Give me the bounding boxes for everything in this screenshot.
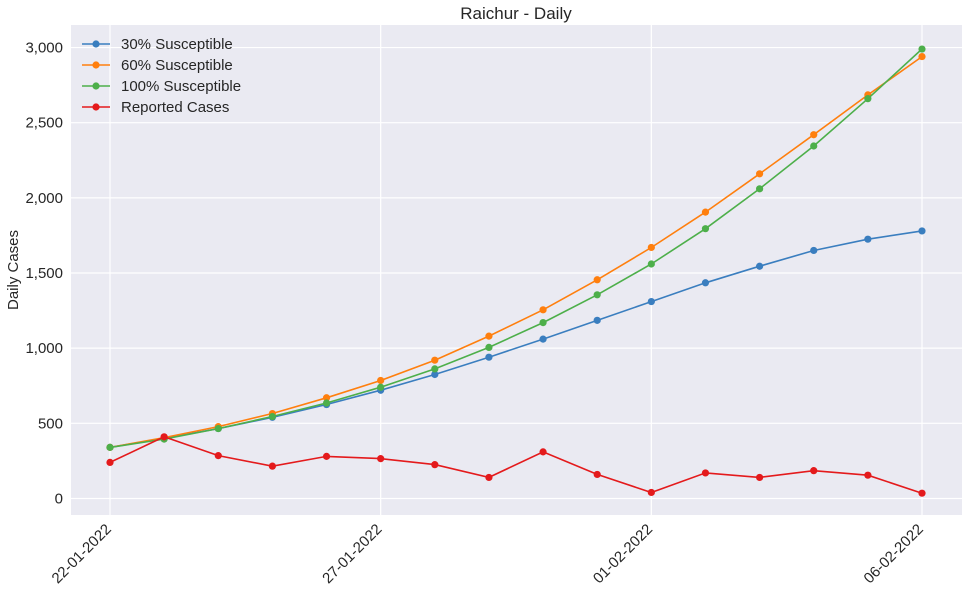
data-point	[593, 276, 601, 284]
y-tick-label: 2,500	[25, 115, 63, 132]
data-point	[701, 279, 710, 287]
data-point	[593, 470, 601, 479]
x-axis-ticks: 22-01-2022 27-01-2022 01-02-2022 06-02-2022	[49, 521, 927, 587]
data-point	[810, 467, 818, 475]
legend-label: 60% Susceptible	[121, 57, 233, 74]
series-lines	[106, 45, 926, 497]
data-point	[539, 319, 547, 327]
data-point	[377, 383, 385, 391]
chart-title: Raichur - Daily	[460, 4, 572, 23]
legend-item: Reported Cases	[82, 99, 229, 116]
x-tick-label: 06-02-2022	[861, 521, 927, 587]
data-point	[918, 227, 926, 235]
data-point	[485, 353, 493, 361]
data-point	[377, 376, 385, 385]
data-point	[539, 306, 547, 314]
legend: 30% Susceptible 60% Susceptible 100% Susce…	[82, 36, 241, 116]
series-100-susceptible	[106, 45, 926, 451]
y-tick-label: 1,500	[25, 265, 63, 282]
data-point	[106, 443, 114, 451]
x-tick-label: 22-01-2022	[49, 521, 115, 587]
x-tick-label: 27-01-2022	[319, 521, 385, 587]
data-point	[756, 185, 764, 193]
data-point	[647, 488, 655, 497]
legend-label: 100% Susceptible	[121, 78, 241, 95]
legend-label: 30% Susceptible	[121, 36, 233, 53]
series-line	[109, 48, 923, 449]
y-tick-label: 3,000	[25, 40, 63, 57]
y-tick-label: 500	[38, 415, 63, 432]
data-point	[593, 316, 601, 324]
data-point	[160, 433, 168, 441]
data-point	[485, 343, 493, 352]
data-point	[918, 45, 926, 53]
y-axis-label: Daily Cases	[5, 230, 22, 310]
series-reported-cases	[106, 433, 926, 497]
y-axis-ticks: 0 500 1,000 1,500 2,000 2,500 3,000	[25, 40, 63, 508]
data-point	[864, 471, 872, 479]
legend-label: Reported Cases	[121, 99, 229, 116]
x-tick-label: 01-02-2022	[590, 521, 656, 587]
data-point	[593, 291, 601, 299]
data-point	[485, 332, 493, 340]
data-point	[918, 52, 926, 61]
y-tick-label: 1,000	[25, 340, 63, 357]
data-point	[322, 394, 331, 402]
data-point	[810, 142, 818, 150]
data-point	[268, 462, 276, 470]
data-point	[485, 473, 493, 482]
data-point	[431, 461, 439, 469]
data-point	[431, 356, 439, 364]
data-point	[214, 424, 222, 433]
data-point	[431, 365, 439, 373]
legend-marker	[92, 82, 100, 90]
data-point	[701, 225, 710, 233]
legend-item: 60% Susceptible	[82, 57, 233, 74]
data-point	[322, 452, 331, 460]
data-point	[864, 95, 872, 103]
data-point	[756, 170, 764, 178]
legend-marker	[92, 103, 100, 111]
legend-item: 100% Susceptible	[82, 78, 241, 95]
data-point	[810, 246, 818, 255]
data-point	[214, 452, 222, 460]
data-point	[106, 458, 114, 466]
data-point	[647, 243, 655, 252]
data-point	[756, 262, 764, 270]
data-point	[539, 448, 547, 456]
y-tick-label: 2,000	[25, 190, 63, 207]
data-point	[810, 131, 818, 139]
legend-item: 30% Susceptible	[82, 36, 233, 53]
data-point	[647, 297, 655, 306]
data-point	[268, 412, 276, 421]
data-point	[756, 473, 764, 482]
legend-marker	[92, 40, 100, 48]
series-line	[109, 435, 923, 494]
data-point	[701, 469, 710, 477]
data-point	[431, 370, 439, 379]
data-point	[701, 208, 710, 216]
data-point	[377, 455, 385, 463]
data-point	[647, 260, 655, 268]
y-tick-label: 0	[55, 490, 63, 507]
series-line	[109, 55, 923, 449]
legend-marker	[92, 61, 100, 69]
data-point	[322, 399, 331, 407]
plot-background	[71, 25, 962, 515]
data-point	[918, 489, 926, 497]
data-point	[864, 235, 872, 243]
data-point	[539, 335, 547, 343]
